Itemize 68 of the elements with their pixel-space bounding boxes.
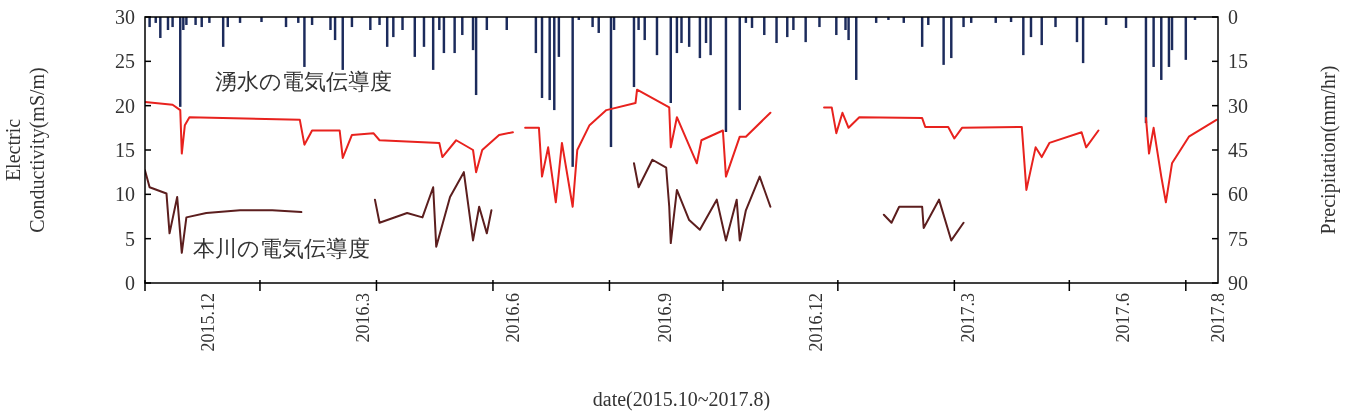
bar — [148, 17, 151, 28]
bar — [950, 17, 953, 59]
y2-tick-label: 15 — [1228, 50, 1248, 73]
x-tick-label: 2016.9 — [654, 293, 675, 343]
bar — [792, 17, 795, 30]
x-tick-label: 2017.8 — [1208, 293, 1228, 343]
bar — [1022, 17, 1025, 56]
y2-tick-label: 45 — [1228, 139, 1248, 161]
x-tick-label: 2015.12 — [197, 293, 218, 352]
bar — [818, 17, 821, 28]
bar — [369, 17, 372, 30]
bar — [763, 17, 766, 36]
y2-tick-label: 75 — [1228, 227, 1248, 250]
bar — [927, 17, 930, 25]
bar — [1160, 17, 1163, 80]
y2-tick-label: 30 — [1228, 94, 1248, 117]
y-tick-label: 0 — [125, 272, 135, 294]
y-tick-label: 30 — [115, 6, 135, 28]
bar — [942, 17, 945, 65]
bar — [208, 17, 211, 23]
bar — [392, 17, 395, 38]
bar — [171, 17, 174, 28]
bar — [1054, 17, 1057, 28]
series-label: 本川の電気伝導度 — [193, 236, 371, 262]
bar — [260, 17, 263, 23]
bar — [962, 17, 965, 28]
y2-axis-title: Precipitation(mm/hr) — [1317, 65, 1340, 235]
y2-tick-label: 0 — [1228, 6, 1238, 28]
bar — [643, 17, 646, 41]
y-tick-label: 5 — [125, 227, 135, 250]
x-tick-label: 2017.3 — [958, 293, 979, 343]
bar — [1040, 17, 1043, 46]
bar — [200, 17, 203, 28]
bar — [159, 17, 162, 38]
bar — [680, 17, 683, 44]
bar — [847, 17, 850, 41]
bar — [329, 17, 332, 30]
bar — [378, 17, 381, 25]
bar — [401, 17, 404, 30]
bar — [775, 17, 778, 44]
bar — [548, 17, 551, 101]
bar — [591, 17, 594, 28]
bar — [303, 17, 306, 67]
y-tick-label: 10 — [115, 183, 135, 206]
y-tick-label: 15 — [115, 139, 135, 161]
x-tick-label: 2016.12 — [806, 293, 827, 352]
x-tick-label: 2016.6 — [502, 293, 523, 343]
bar — [194, 17, 197, 25]
y-tick-label: 20 — [115, 94, 135, 117]
bar — [637, 17, 640, 30]
bar — [597, 17, 600, 33]
x-axis-title: date(2015.10~2017.8) — [592, 388, 771, 411]
bar — [438, 17, 441, 30]
bar — [835, 17, 838, 36]
y2-tick-label: 90 — [1228, 272, 1248, 294]
bar — [709, 17, 712, 56]
bar — [461, 17, 464, 36]
series-label: 湧水の電気伝導度 — [214, 68, 392, 94]
bar — [297, 17, 300, 23]
x-tick-label: 2017.6 — [1112, 293, 1133, 343]
bar — [571, 17, 574, 167]
bar — [1152, 17, 1155, 67]
x-tick-label: 2016.3 — [352, 293, 373, 343]
bar — [453, 17, 456, 54]
y-axis-title: Electric Conductivity(mS/m) — [2, 67, 49, 233]
y2-tick-label: 60 — [1228, 183, 1248, 206]
y-tick-label: 25 — [115, 50, 135, 73]
bar — [804, 17, 807, 43]
